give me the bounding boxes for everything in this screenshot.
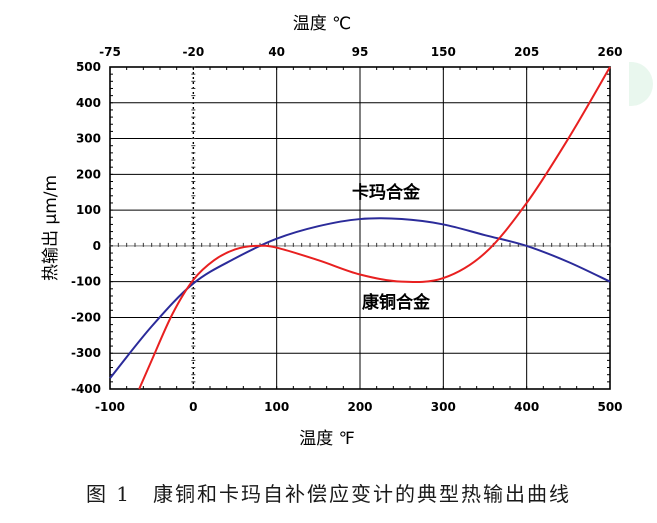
x-tick-label-top: 40 xyxy=(268,45,285,59)
x-tick-label-top: 205 xyxy=(514,45,539,59)
x-tick-label-top: -20 xyxy=(182,45,204,59)
y-tick-label: 400 xyxy=(76,96,101,110)
y-tick-label: 0 xyxy=(93,239,101,253)
y-tick-label: -400 xyxy=(71,382,101,396)
series-line-kama xyxy=(109,217,611,379)
x-tick-label-bottom: 100 xyxy=(264,400,289,414)
y-tick-label: -100 xyxy=(71,275,101,289)
y-tick-label: 200 xyxy=(76,167,101,181)
x-tick-label-bottom: 500 xyxy=(597,400,622,414)
axis-ticks xyxy=(109,66,611,390)
tick-labels: 500 400 300 200 100 0 -100 -200 -300 -400 -100 0 100… xyxy=(71,45,623,414)
thermal-output-chart: 500 400 300 200 100 0 -100 -200 -300 -400 -100 0 100… xyxy=(41,14,623,449)
x-tick-label-top: -75 xyxy=(99,45,121,59)
series-label-constantan: 康铜合金 xyxy=(362,292,431,313)
figure-caption: 图 1 康铜和卡玛自补偿应变计的典型热输出曲线 xyxy=(85,482,572,506)
x-tick-label-top: 95 xyxy=(352,45,369,59)
x-axis-title-top: 温度 ℃ xyxy=(293,14,352,34)
x-tick-label-bottom: 200 xyxy=(347,400,372,414)
grid xyxy=(109,66,611,390)
x-tick-label-bottom: 400 xyxy=(514,400,539,414)
series-lines xyxy=(109,66,611,390)
y-tick-label: 300 xyxy=(76,132,101,146)
series-line-constantan xyxy=(138,66,611,390)
x-axis-title-bottom: 温度 ℉ xyxy=(299,429,355,449)
y-tick-label: -300 xyxy=(71,346,101,360)
x-tick-label-top: 260 xyxy=(597,45,622,59)
y-axis-title: 热输出 μm/m xyxy=(41,175,61,281)
y-tick-label: 500 xyxy=(76,60,101,74)
x-tick-label-top: 150 xyxy=(431,45,456,59)
y-tick-label: -200 xyxy=(71,310,101,324)
x-tick-label-bottom: -100 xyxy=(95,400,125,414)
y-tick-label: 100 xyxy=(76,203,101,217)
series-label-kama: 卡玛合金 xyxy=(352,182,421,203)
x-tick-label-bottom: 300 xyxy=(431,400,456,414)
x-tick-label-bottom: 0 xyxy=(189,400,197,414)
